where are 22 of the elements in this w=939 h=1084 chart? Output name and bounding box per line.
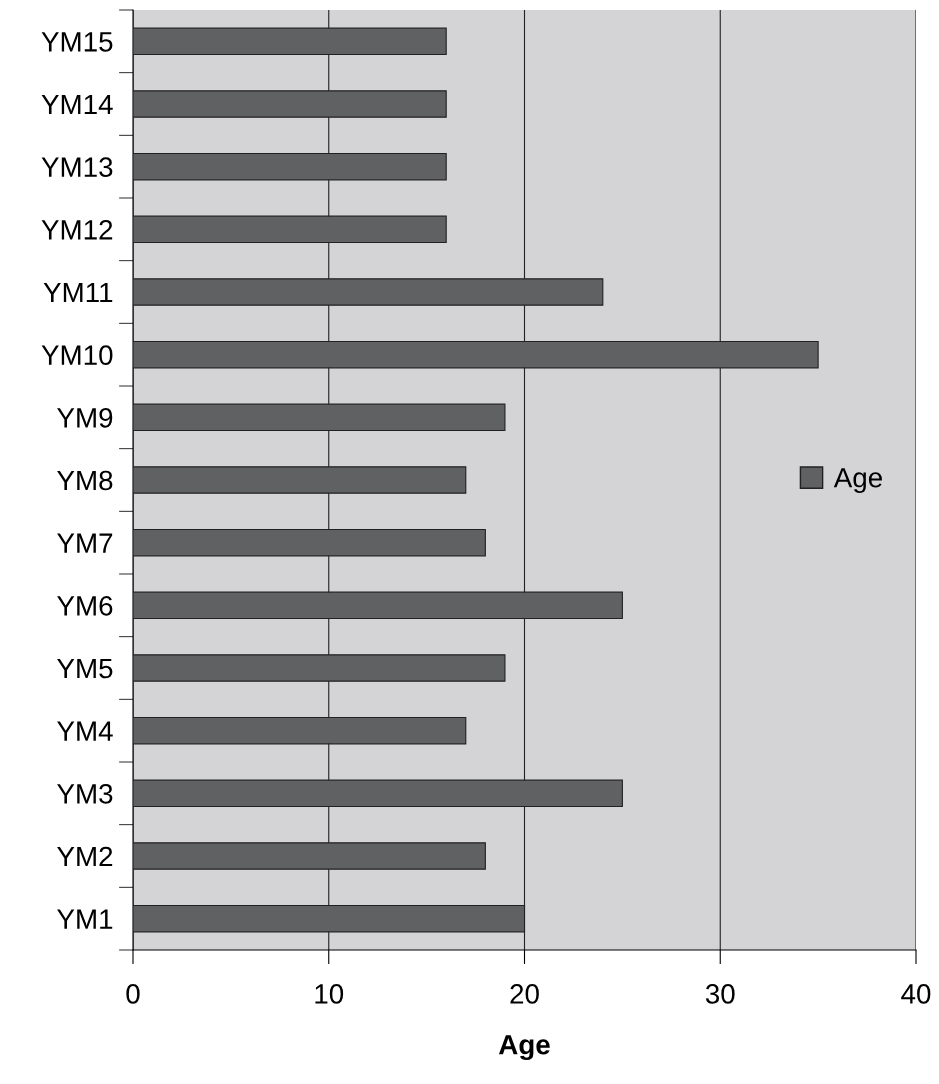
y-tick-label: YM3 (57, 784, 113, 804)
y-tick-label: YM6 (57, 596, 113, 616)
y-tick-label: YM12 (41, 220, 113, 240)
x-tick-label: 30 (705, 984, 735, 1004)
y-tick-label: YM10 (41, 345, 113, 366)
y-tick-label: YM13 (41, 157, 113, 178)
y-tick-label: YM7 (57, 533, 113, 553)
y-tick-label: YM2 (57, 846, 113, 867)
x-axis-title: Age (498, 1035, 550, 1061)
y-tick-label: YM1 (57, 909, 113, 929)
x-tick-label: 40 (901, 984, 931, 1004)
x-tick-label: 10 (315, 984, 344, 1004)
y-tick-label: YM5 (57, 658, 113, 679)
y-tick-label: YM9 (57, 408, 113, 428)
legend-label: Age (833, 468, 882, 494)
y-tick-label: YM11 (43, 282, 113, 303)
x-tick-label: 0 (126, 984, 140, 1004)
x-tick-label: 20 (510, 984, 539, 1004)
y-tick-label: YM8 (57, 470, 113, 491)
y-tick-label: YM15 (41, 32, 113, 52)
y-tick-label: YM14 (41, 94, 113, 115)
y-tick-label: YM4 (57, 721, 113, 741)
